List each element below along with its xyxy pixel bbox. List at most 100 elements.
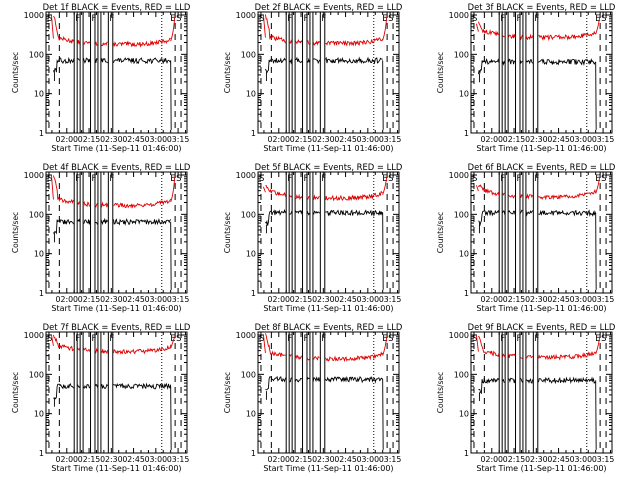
plot-frame	[470, 11, 613, 134]
annotation-label: S	[176, 334, 181, 344]
data-gap-box	[107, 331, 114, 454]
chart-title: Det 4f BLACK = Events, RED = LLD	[43, 162, 191, 172]
data-gap-box	[107, 171, 114, 294]
annotation-label: S	[388, 14, 393, 24]
x-tick-label: 03:15	[167, 135, 190, 144]
y-tick-label: 10	[34, 250, 44, 259]
data-gap-box	[515, 171, 521, 294]
x-tick-label: 02:30	[312, 135, 335, 144]
annotation-label: S	[472, 334, 477, 344]
events-series-line	[113, 217, 172, 226]
annotation-label: F	[287, 334, 292, 344]
lld-series-line	[94, 347, 98, 354]
lld-series-line	[538, 351, 597, 361]
events-series-line	[94, 57, 98, 63]
events-series-line	[170, 221, 172, 290]
lld-series-line	[94, 203, 98, 208]
events-series-line	[83, 219, 91, 225]
chart-panel-9: Det 9f BLACK = Events, RED = LLD 1 10 100 10…	[436, 322, 615, 473]
x-tick-label: 03:00	[570, 455, 593, 464]
lld-series-line	[52, 334, 75, 352]
events-series-line	[519, 59, 523, 64]
lld-series-line	[289, 354, 292, 357]
annotation-label: F	[75, 334, 80, 344]
x-tick-label: 02:30	[312, 455, 335, 464]
y-tick-label: 100	[454, 210, 469, 219]
lld-series-line	[264, 333, 287, 357]
lld-series-line	[502, 35, 505, 38]
y-tick-label: 100	[241, 370, 256, 379]
events-series-line	[382, 60, 384, 130]
events-series-line	[53, 382, 75, 400]
annotation-label: E	[170, 334, 175, 344]
events-series-line	[94, 383, 98, 388]
y-axis-label: Counts/sec	[11, 52, 20, 93]
data-gap-box	[90, 331, 96, 454]
events-series-line	[312, 376, 321, 383]
events-series-line	[100, 58, 109, 64]
lld-series-line	[475, 23, 479, 32]
events-series-line	[170, 60, 172, 130]
lld-series-line	[77, 347, 81, 351]
y-axis-label: Counts/sec	[223, 52, 232, 93]
lld-series-line	[508, 353, 516, 358]
x-tick-label: 02:15	[503, 295, 526, 304]
chart-title: Det 8f BLACK = Events, RED = LLD	[255, 322, 403, 332]
lld-series-line	[538, 30, 596, 41]
annotation-label: E	[382, 174, 387, 184]
data-gap-box	[302, 171, 308, 294]
data-gap-box	[107, 11, 114, 134]
plot-frame	[470, 171, 613, 294]
lld-series-line	[475, 334, 479, 352]
lld-series-line	[502, 192, 506, 196]
annotation-label: F	[287, 174, 292, 184]
lld-series-line	[83, 347, 91, 353]
data-gap-box	[302, 11, 308, 134]
data-gap-box	[319, 331, 326, 454]
annotation-label: S	[176, 174, 181, 184]
lld-series-line	[307, 196, 310, 200]
plot-frame	[45, 331, 188, 454]
lld-series-line	[519, 193, 523, 198]
y-tick-label: 1000	[236, 11, 256, 20]
chart-title: Det 7f BLACK = Events, RED = LLD	[43, 322, 191, 332]
annotation-label: F	[500, 14, 505, 24]
x-axis-label: Start Time (11-Sep-11 01:46:00)	[476, 304, 606, 313]
data-gap-box	[291, 11, 296, 134]
lld-series-line	[262, 14, 266, 38]
y-tick-label: 100	[454, 370, 469, 379]
annotation-label: S	[259, 14, 264, 24]
y-tick-label: 100	[454, 50, 469, 59]
chart-title: Det 6f BLACK = Events, RED = LLD	[468, 162, 616, 172]
chart-panel-7: Det 7f BLACK = Events, RED = LLD 1 10 100 10…	[11, 322, 190, 473]
events-series-line	[77, 384, 81, 389]
events-series-line	[265, 57, 286, 74]
annotation-label: F	[517, 14, 522, 24]
events-series-line	[83, 57, 91, 64]
data-gap-box	[504, 11, 509, 134]
annotation-label: S	[601, 334, 606, 344]
x-tick-label: 02:30	[312, 295, 335, 304]
annotation-label: F	[321, 14, 326, 24]
annotation-label: F	[109, 14, 114, 24]
y-tick-label: 1000	[236, 171, 256, 180]
annotation-label: S	[388, 174, 393, 184]
y-tick-label: 1000	[449, 11, 469, 20]
y-tick-label: 1000	[449, 171, 469, 180]
events-series-line	[289, 211, 293, 215]
x-tick-label: 02:00	[268, 135, 291, 144]
x-tick-label: 03:15	[167, 455, 190, 464]
lld-series-line	[100, 348, 109, 355]
data-gap-box	[309, 171, 314, 294]
chart-panel-5: Det 5f BLACK = Events, RED = LLD 1 10 100 10…	[223, 162, 402, 313]
lld-series-line	[595, 176, 601, 194]
y-tick-label: 1000	[24, 11, 44, 20]
x-tick-label: 02:45	[547, 455, 570, 464]
annotation-label: E	[170, 174, 175, 184]
x-tick-label: 02:00	[268, 295, 291, 304]
lld-series-line	[502, 353, 506, 358]
y-tick-label: 10	[246, 250, 256, 259]
x-tick-label: 02:45	[547, 135, 570, 144]
x-tick-label: 02:15	[78, 455, 101, 464]
lld-series-line	[262, 186, 266, 193]
